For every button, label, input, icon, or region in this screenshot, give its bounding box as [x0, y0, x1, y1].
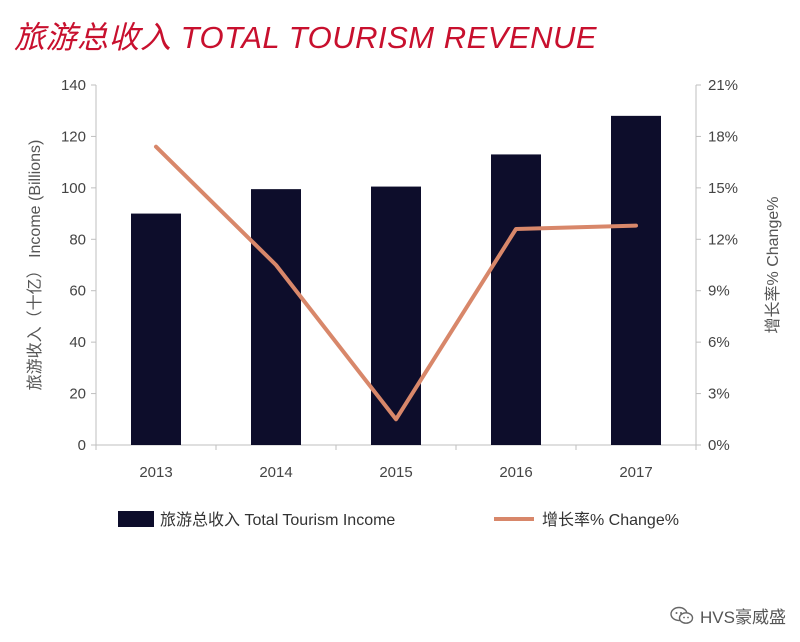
chart-title: 旅游总收入 TOTAL TOURISM REVENUE	[14, 20, 598, 55]
legend-bar-label: 旅游总收入 Total Tourism Income	[160, 511, 395, 529]
right-tick-label: 9%	[708, 283, 730, 300]
left-tick-label: 40	[69, 334, 86, 351]
left-tick-label: 120	[61, 128, 86, 145]
legend: 旅游总收入 Total Tourism Income 增长率% Change%	[118, 511, 679, 529]
right-tick-label: 6%	[708, 334, 730, 351]
x-tick-label: 2017	[619, 464, 652, 481]
bar-series	[131, 115, 661, 446]
right-tick-label: 3%	[708, 386, 730, 403]
left-tick-label: 0	[78, 437, 86, 454]
right-tick-label: 12%	[708, 231, 738, 248]
left-tick-label: 140	[61, 77, 86, 94]
left-tick-label: 80	[69, 231, 86, 248]
tick-labels: 0 20 40 60 80 100 120 140 0% 3% 6% 9% 12% 15% 18% 21% 20…	[26, 77, 782, 481]
right-tick-label: 0%	[708, 437, 730, 454]
wechat-icon	[670, 606, 694, 626]
y-axis-title: 旅游收入（十亿） Income (Billions)	[26, 140, 44, 391]
bar	[251, 189, 301, 445]
bar	[131, 213, 181, 445]
right-tick-label: 18%	[708, 128, 738, 145]
line-series	[154, 144, 638, 422]
bar	[611, 115, 661, 445]
x-tick-label: 2013	[139, 464, 172, 481]
watermark-text: HVS豪威盛	[700, 608, 786, 627]
right-tick-label: 15%	[708, 180, 738, 197]
x-tick-label: 2014	[259, 464, 292, 481]
left-tick-label: 20	[69, 386, 86, 403]
legend-line-label: 增长率% Change%	[542, 511, 679, 529]
y2-axis-title: 增长率% Change%	[764, 197, 782, 334]
left-tick-label: 60	[69, 283, 86, 300]
legend-bar-swatch	[118, 511, 154, 527]
x-tick-label: 2016	[499, 464, 532, 481]
right-tick-label: 21%	[708, 77, 738, 94]
bar	[491, 154, 541, 445]
left-tick-label: 100	[61, 180, 86, 197]
watermark: HVS豪威盛	[670, 603, 786, 628]
x-tick-label: 2015	[379, 464, 412, 481]
bar	[371, 186, 421, 446]
